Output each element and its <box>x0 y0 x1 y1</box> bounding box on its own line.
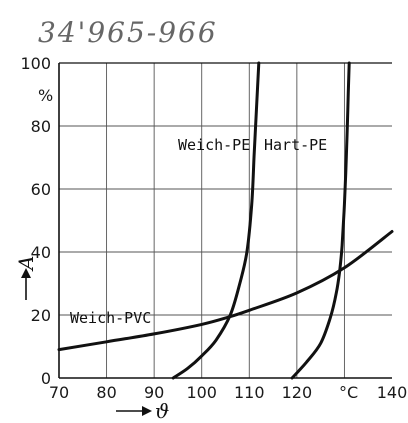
x-tick-label: 120 <box>282 383 313 402</box>
x-axis-symbol: ϑ <box>155 399 169 423</box>
x-tick-label: 100 <box>186 383 217 402</box>
y-tick-label: 60 <box>31 180 51 199</box>
y-axis-arrow-icon <box>21 268 31 278</box>
x-tick-label: 80 <box>96 383 116 402</box>
series-label-weich-pvc: Weich-PVC <box>70 309 151 327</box>
tick-labels: 0 20 40 60 80 100 70 80 90 100 110 120 140 <box>20 54 407 402</box>
x-tick-label: 140 <box>377 383 408 402</box>
x-axis-arrow-icon <box>142 406 152 416</box>
x-tick-label: 90 <box>144 383 164 402</box>
y-tick-label: 80 <box>31 117 51 136</box>
series-line-1 <box>171 61 261 380</box>
y-tick-label: 0 <box>41 369 51 388</box>
series-label-weich-pe: Weich-PE <box>178 136 250 154</box>
series-label-hart-pe: Hart-PE <box>264 136 327 154</box>
x-unit: °C <box>339 383 358 402</box>
x-tick-label: 70 <box>49 383 69 402</box>
series-line-2 <box>290 61 351 380</box>
y-axis-symbol: A <box>14 256 38 272</box>
y-tick-label: 40 <box>31 243 51 262</box>
handwritten-annotation: 34'965-966 <box>38 16 218 49</box>
y-unit: % <box>38 86 53 105</box>
axes <box>58 62 392 379</box>
x-tick-label: 110 <box>234 383 265 402</box>
curves <box>57 61 394 380</box>
y-tick-label: 20 <box>31 306 51 325</box>
y-tick-label: 100 <box>20 54 51 73</box>
